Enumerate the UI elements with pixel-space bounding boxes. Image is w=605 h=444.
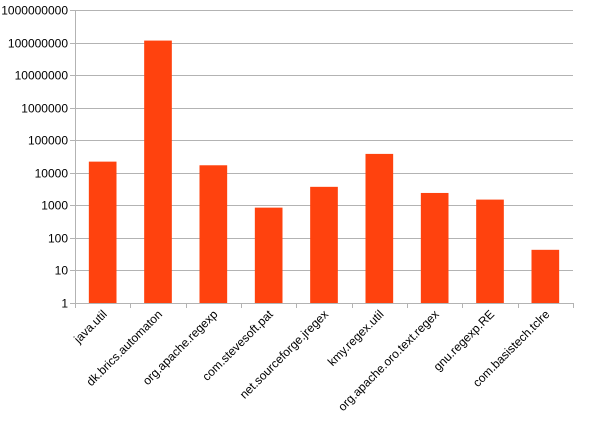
bars xyxy=(88,40,560,304)
axes xyxy=(70,10,574,308)
x-axis-tick-labels: java.utildk.brics.automatonorg.apache.re… xyxy=(70,307,552,414)
x-tick-label: java.util xyxy=(70,307,109,346)
bar xyxy=(531,249,560,303)
bar xyxy=(88,161,117,303)
y-tick-label: 1000 xyxy=(41,199,68,213)
y-tick-label: 100 xyxy=(48,232,68,246)
y-tick-label: 1000000 xyxy=(21,102,68,116)
y-tick-label: 10000000 xyxy=(15,69,69,83)
y-tick-label: 10 xyxy=(55,264,69,278)
y-tick-label: 1000000000 xyxy=(1,4,68,18)
bar xyxy=(310,186,338,303)
y-axis-tick-labels: 1 10 100 1000 10000 100000 1000000 10000000 1000… xyxy=(1,4,68,311)
bar xyxy=(420,192,449,303)
bar xyxy=(254,207,283,303)
x-tick-label: kmy.regex.util xyxy=(325,307,387,369)
bar xyxy=(144,40,172,304)
bar xyxy=(199,165,228,303)
bar xyxy=(365,153,394,303)
y-tick-label: 1 xyxy=(61,297,68,311)
y-tick-label: 100000 xyxy=(28,134,68,148)
bar xyxy=(476,199,504,303)
x-tick-label: org.apache.oro.text.regex xyxy=(335,307,442,414)
y-tick-label: 100000000 xyxy=(8,37,68,51)
y-tick-label: 10000 xyxy=(35,167,69,181)
